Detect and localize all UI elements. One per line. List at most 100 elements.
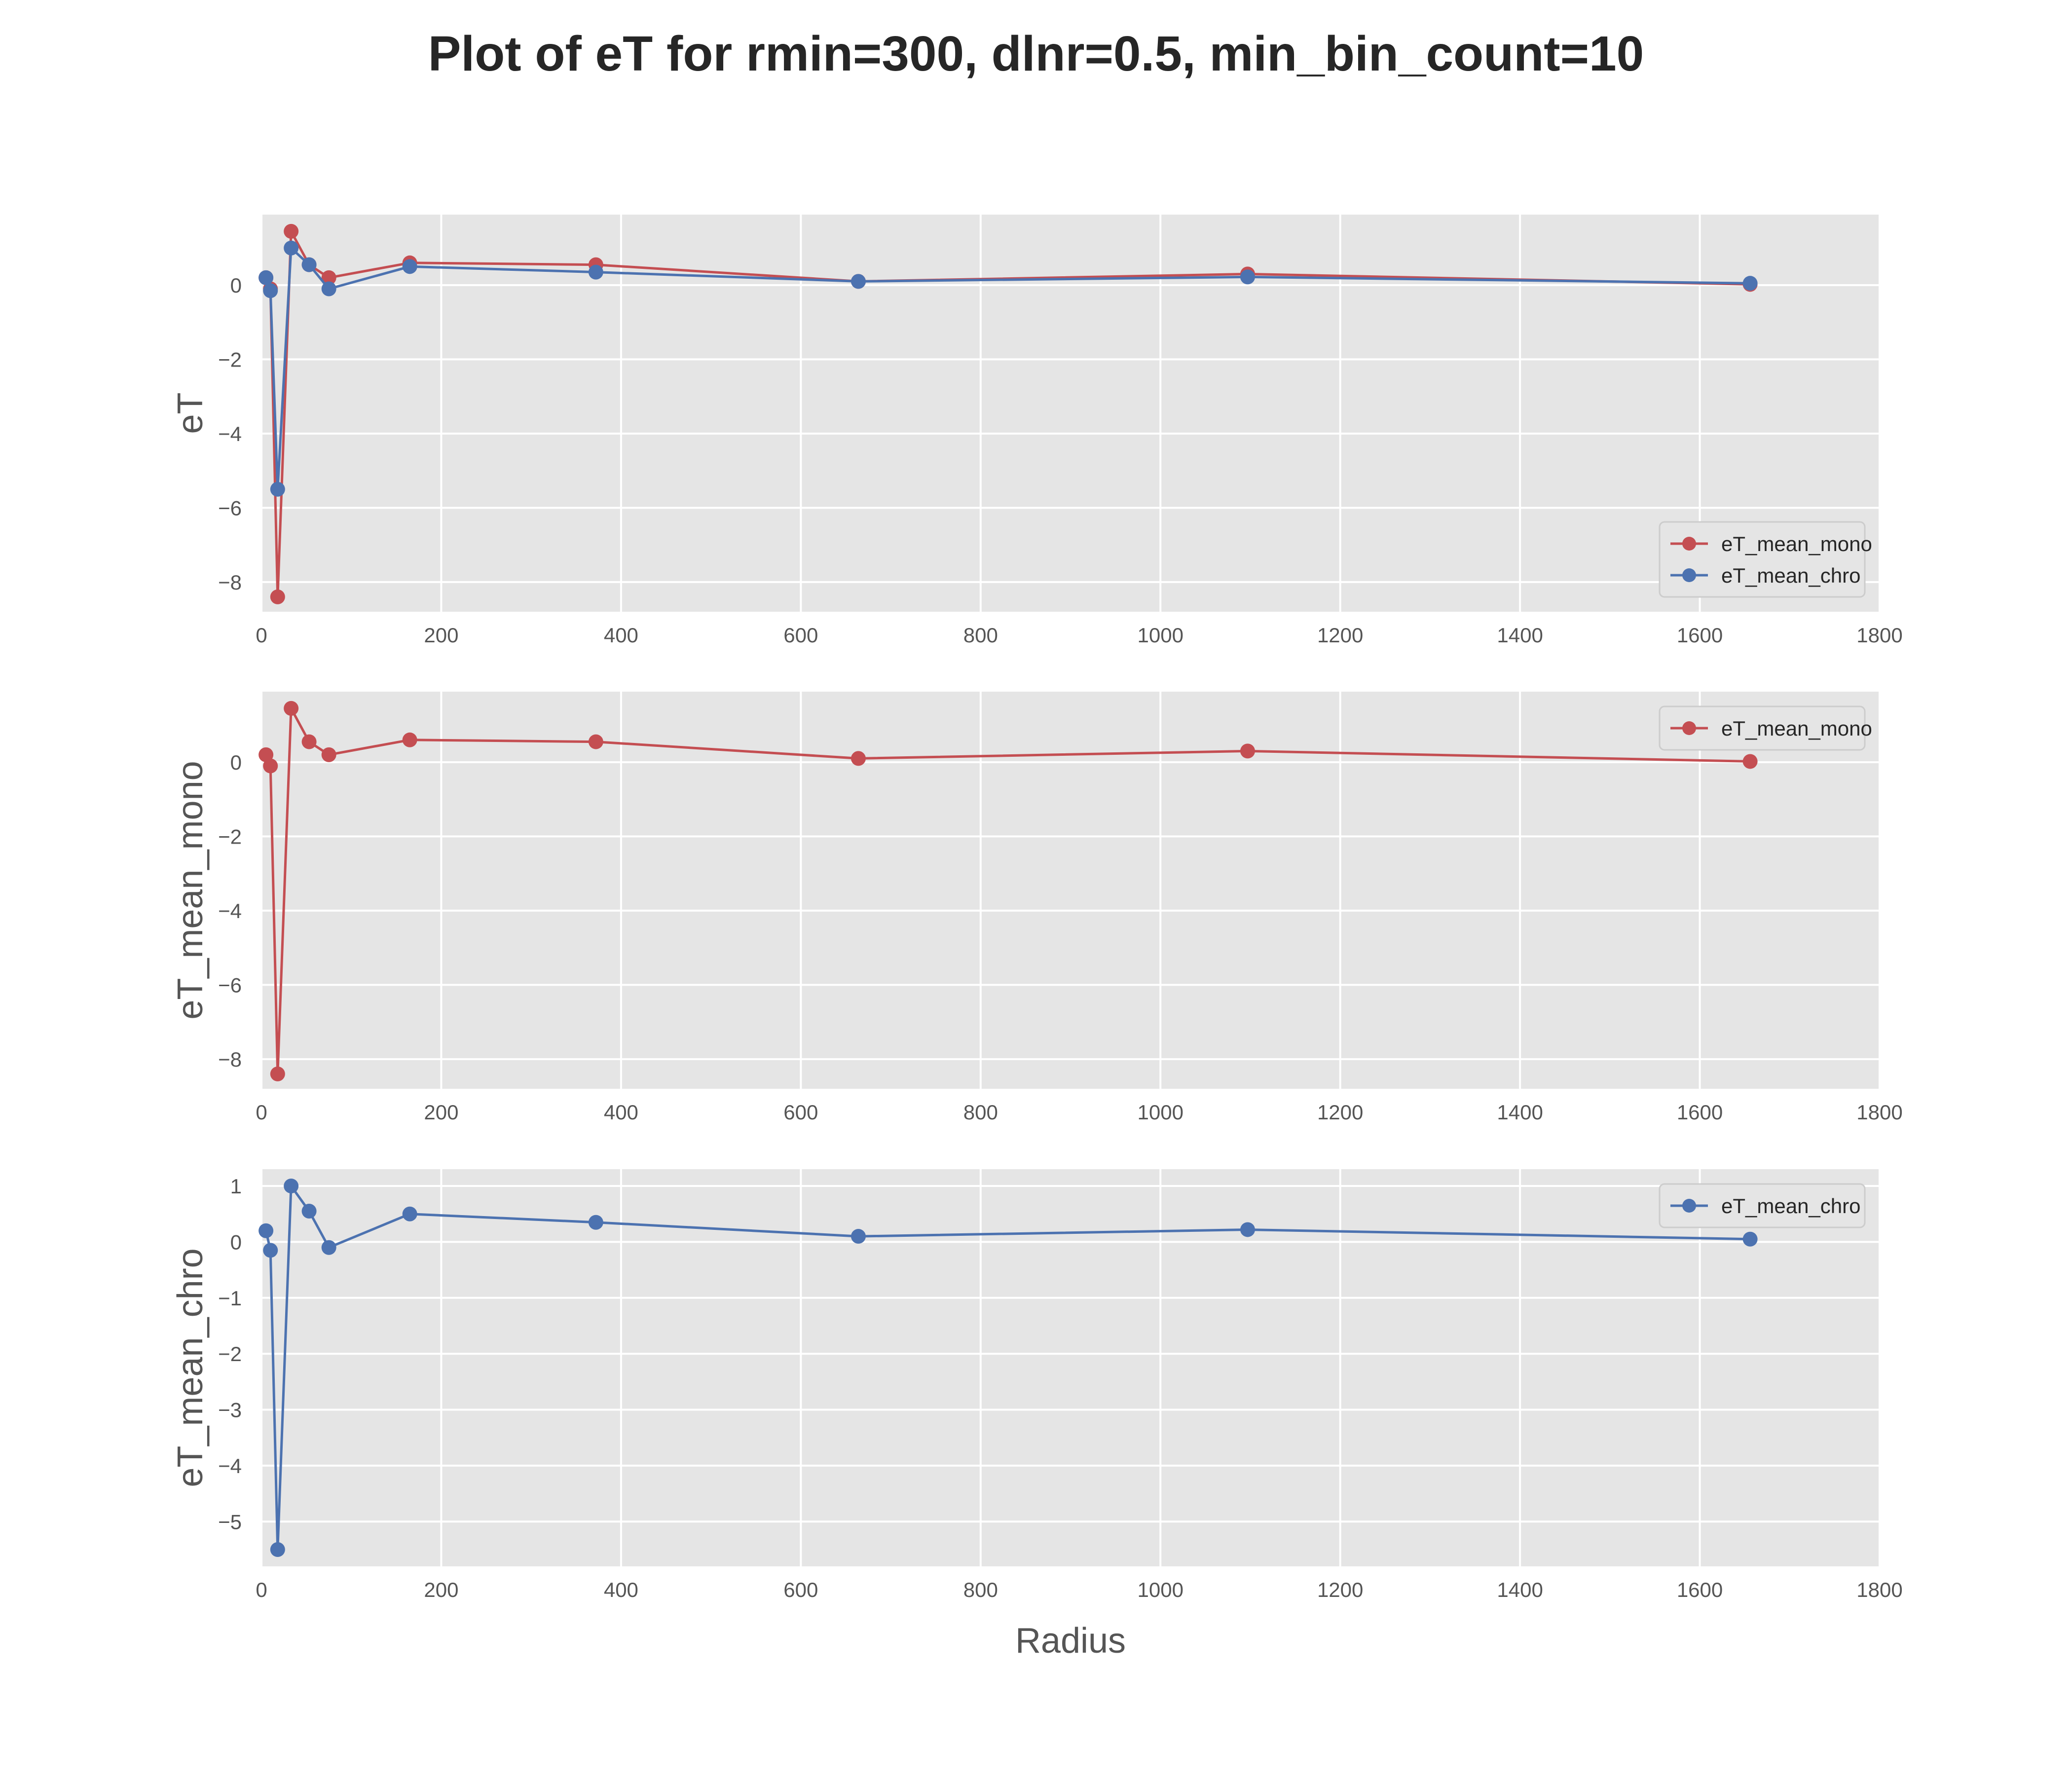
y-tick-label: −2 xyxy=(218,825,242,848)
data-point-mono xyxy=(1742,754,1758,769)
y-tick-label: −3 xyxy=(218,1399,242,1422)
data-point-chro xyxy=(284,240,299,256)
data-point-chro xyxy=(284,1179,299,1194)
legend-marker-mono xyxy=(1682,537,1696,551)
x-tick-label: 400 xyxy=(604,1101,638,1124)
data-point-chro xyxy=(588,264,603,280)
data-point-mono xyxy=(321,270,336,285)
x-tick-label: 1200 xyxy=(1317,624,1363,647)
data-point-chro xyxy=(851,274,866,289)
x-tick-label: 1400 xyxy=(1497,1578,1543,1601)
legend-label-chro: eT_mean_chro xyxy=(1721,564,1861,587)
legend-marker-chro xyxy=(1682,568,1696,582)
y-tick-label: 1 xyxy=(230,1175,242,1198)
legend-label-mono: eT_mean_mono xyxy=(1721,532,1872,555)
y-tick-label: 0 xyxy=(230,1230,242,1254)
x-tick-label: 600 xyxy=(783,1101,818,1124)
y-tick-label: −5 xyxy=(218,1510,242,1533)
x-tick-label: 200 xyxy=(424,1578,458,1601)
x-tick-label: 400 xyxy=(604,1578,638,1601)
legend-label-mono: eT_mean_mono xyxy=(1721,717,1872,740)
plot-area xyxy=(261,215,1880,612)
y-axis-label: eT_mean_chro xyxy=(171,1248,210,1487)
x-tick-label: 1200 xyxy=(1317,1101,1363,1124)
x-tick-label: 400 xyxy=(604,624,638,647)
x-tick-label: 1200 xyxy=(1317,1578,1363,1601)
y-tick-label: 0 xyxy=(230,751,242,774)
legend-marker-chro xyxy=(1682,1199,1696,1213)
x-tick-label: 1600 xyxy=(1677,624,1723,647)
legend-box xyxy=(1659,521,1866,598)
data-point-chro xyxy=(321,281,336,296)
data-point-mono xyxy=(270,589,285,604)
data-point-chro xyxy=(321,1240,336,1255)
data-point-chro xyxy=(301,1204,317,1219)
data-point-chro xyxy=(270,481,285,497)
x-tick-label: 200 xyxy=(424,1101,458,1124)
legend-box xyxy=(1659,1183,1866,1228)
y-tick-label: −4 xyxy=(218,422,242,445)
x-tick-label: 1000 xyxy=(1138,1101,1184,1124)
data-point-mono xyxy=(321,747,336,762)
data-point-chro xyxy=(263,1243,278,1258)
y-tick-label: −4 xyxy=(218,1454,242,1478)
y-axis-label: eT_mean_mono xyxy=(171,761,210,1019)
x-tick-label: 0 xyxy=(256,1578,267,1601)
data-point-chro xyxy=(270,1542,285,1557)
legend-box xyxy=(1659,705,1866,751)
data-point-chro xyxy=(1240,269,1255,285)
x-tick-label: 0 xyxy=(256,1101,267,1124)
data-point-mono xyxy=(1240,743,1255,759)
x-tick-label: 1600 xyxy=(1677,1101,1723,1124)
data-point-mono xyxy=(851,751,866,766)
legend: eT_mean_mono eT_mean_chro xyxy=(1659,521,1872,598)
legend-label-chro: eT_mean_chro xyxy=(1721,1194,1861,1218)
y-tick-label: −2 xyxy=(218,348,242,371)
y-axis-label: eT xyxy=(171,392,210,434)
data-point-mono xyxy=(284,223,299,239)
subplot-1: 0 200 400 600 800 1000 1200 1400 1600 1800 0 −2 −4 −6… xyxy=(171,215,1903,647)
y-tick-label: 0 xyxy=(230,274,242,297)
data-point-chro xyxy=(402,259,417,274)
x-tick-label: 200 xyxy=(424,624,458,647)
data-point-mono xyxy=(301,734,317,749)
data-point-mono xyxy=(263,758,278,774)
x-tick-label: 1600 xyxy=(1677,1578,1723,1601)
x-tick-label: 800 xyxy=(963,624,998,647)
legend-marker-mono xyxy=(1682,721,1696,735)
y-tick-label: −8 xyxy=(218,571,242,594)
data-point-chro xyxy=(301,257,317,272)
data-point-mono xyxy=(259,747,274,762)
data-point-mono xyxy=(270,1066,285,1081)
data-point-chro xyxy=(1240,1222,1255,1237)
x-tick-label: 1400 xyxy=(1497,1101,1543,1124)
data-point-chro xyxy=(588,1215,603,1230)
data-point-chro xyxy=(402,1206,417,1221)
x-tick-label: 800 xyxy=(963,1578,998,1601)
series-mono xyxy=(259,701,1758,1081)
x-tick-label: 1000 xyxy=(1138,624,1184,647)
x-tick-label: 1400 xyxy=(1497,624,1543,647)
x-tick-label: 1000 xyxy=(1138,1578,1184,1601)
y-tick-label: −6 xyxy=(218,973,242,997)
x-tick-label: 0 xyxy=(256,624,267,647)
data-point-chro xyxy=(259,270,274,285)
y-tick-label: −6 xyxy=(218,496,242,519)
x-tick-label: 1800 xyxy=(1856,1578,1902,1601)
series-chro xyxy=(259,1179,1758,1557)
data-point-mono xyxy=(284,701,299,716)
data-point-mono xyxy=(588,734,603,749)
data-point-chro xyxy=(259,1223,274,1238)
data-point-chro xyxy=(1742,1231,1758,1247)
x-tick-label: 1800 xyxy=(1856,1101,1902,1124)
data-point-chro xyxy=(263,283,278,298)
x-axis-label: Radius xyxy=(1015,1621,1126,1661)
subplot-2: 0 200 400 600 800 1000 1200 1400 1600 1800 0 −2 −4 −6… xyxy=(171,692,1903,1124)
x-tick-label: 800 xyxy=(963,1101,998,1124)
y-tick-label: −1 xyxy=(218,1287,242,1310)
plot-area xyxy=(261,1169,1880,1566)
data-point-chro xyxy=(851,1229,866,1244)
legend: eT_mean_mono xyxy=(1659,705,1872,751)
plot-area xyxy=(261,692,1880,1089)
